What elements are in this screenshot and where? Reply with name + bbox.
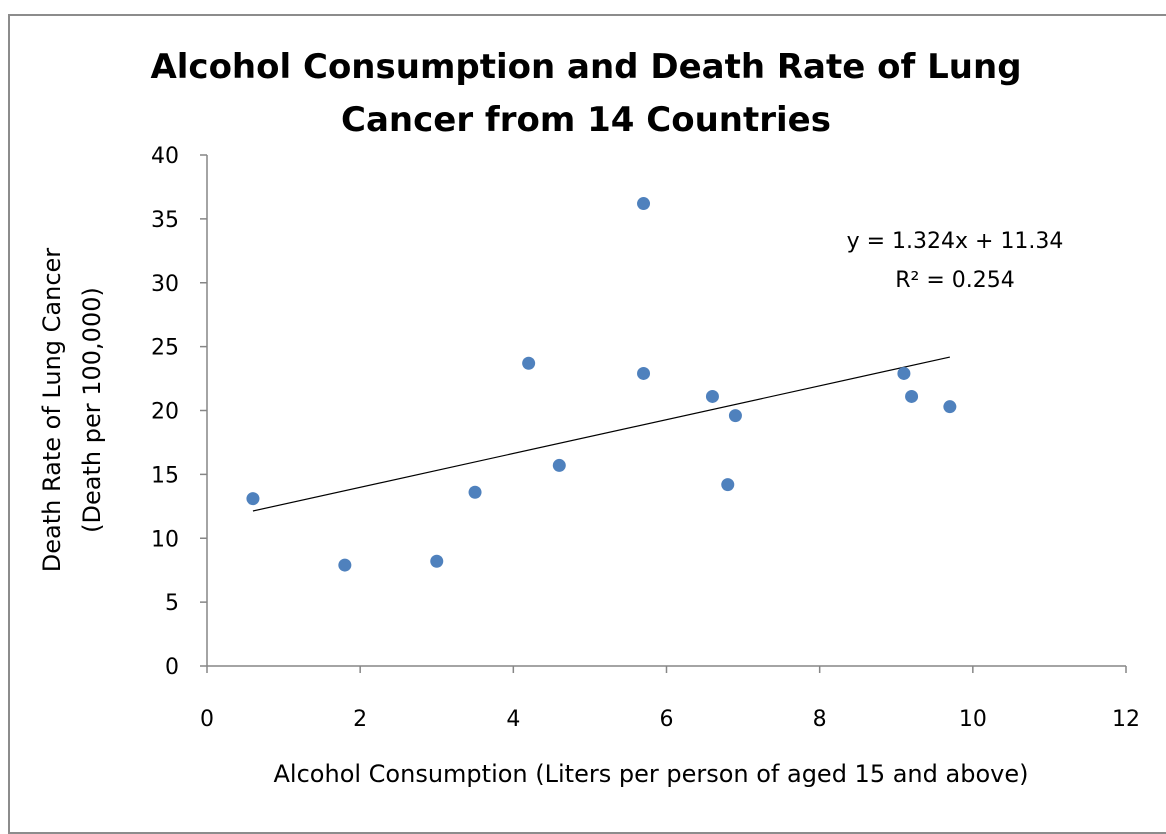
y-tick-label: 25: [151, 336, 179, 361]
chart-title-line-1: Alcohol Consumption and Death Rate of Lu…: [150, 47, 1021, 87]
y-axis-label-line-2: (Death per 100,000): [78, 287, 106, 533]
data-point: [943, 400, 957, 414]
y-tick-label: 40: [151, 144, 179, 169]
data-point: [897, 366, 911, 380]
y-tick-label: 35: [151, 208, 179, 233]
data-point: [338, 558, 352, 572]
x-axis-label: Alcohol Consumption (Liters per person o…: [274, 760, 1029, 788]
data-point: [728, 409, 742, 423]
x-tick-label: 6: [660, 707, 674, 732]
data-point: [905, 389, 919, 403]
data-point: [637, 366, 651, 380]
trendline-r2: R² = 0.254: [895, 268, 1015, 293]
x-tick-label: 2: [353, 707, 367, 732]
y-tick-label: 30: [151, 272, 179, 297]
x-tick-label: 8: [813, 707, 827, 732]
y-tick-label: 20: [151, 400, 179, 425]
x-tick-label: 4: [506, 707, 520, 732]
data-point: [246, 492, 260, 506]
data-point: [637, 197, 651, 211]
x-tick-label: 10: [959, 707, 987, 732]
x-tick-label: 12: [1112, 707, 1140, 732]
data-point: [552, 458, 566, 472]
x-tick-label: 0: [200, 707, 214, 732]
chart-title-line-2: Cancer from 14 Countries: [341, 100, 831, 140]
y-tick-label: 10: [151, 527, 179, 552]
data-point: [522, 356, 536, 370]
y-tick-label: 15: [151, 463, 179, 488]
data-point: [721, 478, 735, 492]
data-point: [430, 554, 444, 568]
y-tick-label: 5: [165, 591, 179, 616]
data-point: [468, 485, 482, 499]
y-tick-label: 0: [165, 655, 179, 680]
trendline: [252, 356, 950, 512]
trendline-equation: y = 1.324x + 11.34: [847, 229, 1064, 254]
data-point: [705, 389, 719, 403]
y-axis-label-line-1: Death Rate of Lung Cancer: [38, 248, 66, 572]
